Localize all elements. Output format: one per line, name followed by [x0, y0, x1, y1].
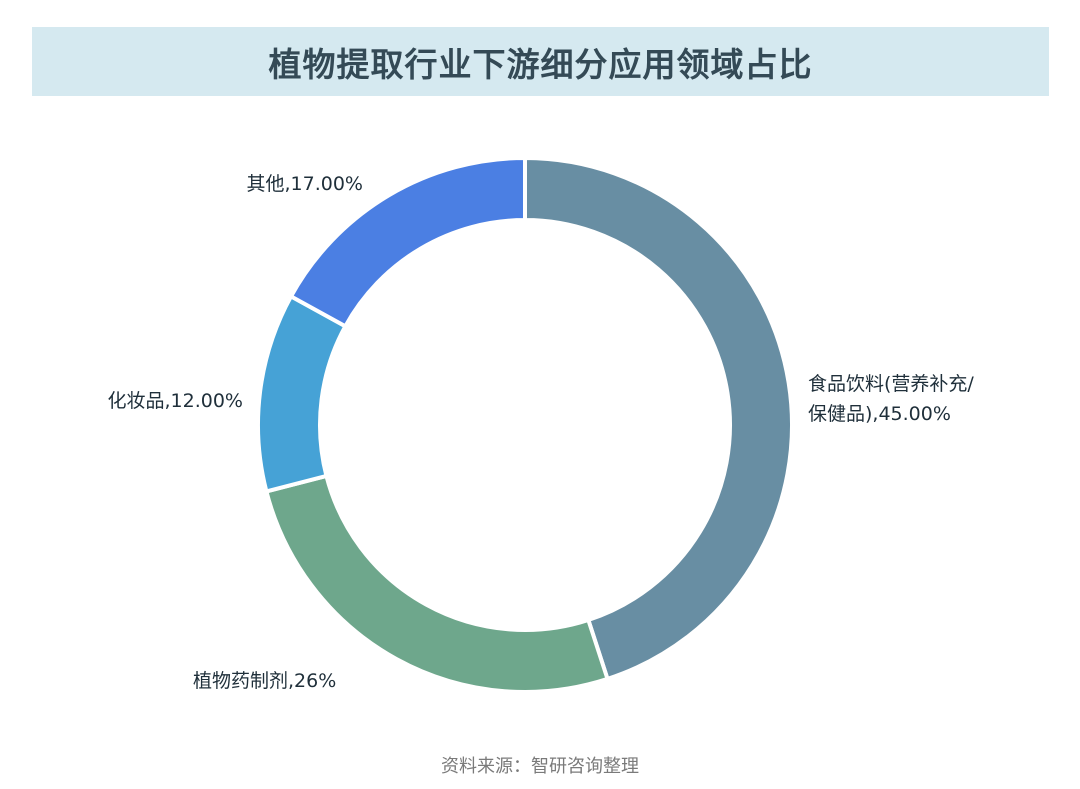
slice-label: 食品饮料(营养补充/保健品),45.00% [808, 373, 974, 425]
slice-label-line: 保健品),45.00% [808, 403, 951, 425]
slice-labels: 食品饮料(营养补充/保健品),45.00% 植物药制剂,26% 化妆品,12.00%… [108, 173, 975, 692]
donut-slice [263, 473, 611, 694]
chart-title: 植物提取行业下游细分应用领域占比 [268, 44, 813, 84]
donut-slices [256, 155, 794, 694]
slice-label: 化妆品,12.00% [108, 390, 244, 412]
slice-label-line: 其他,17.00% [247, 173, 364, 195]
slice-label-line: 食品饮料(营养补充/ [808, 373, 974, 395]
donut-slice [288, 155, 527, 329]
slice-label-line: 植物药制剂,26% [193, 670, 336, 692]
donut-slice [523, 155, 794, 682]
slice-label: 植物药制剂,26% [193, 670, 336, 692]
donut-slice [256, 293, 349, 494]
slice-label: 其他,17.00% [247, 173, 364, 195]
source-note: 资料来源：智研咨询整理 [441, 756, 639, 777]
title-banner: 植物提取行业下游细分应用领域占比 [32, 27, 1049, 96]
slice-label-line: 化妆品,12.00% [108, 390, 244, 412]
